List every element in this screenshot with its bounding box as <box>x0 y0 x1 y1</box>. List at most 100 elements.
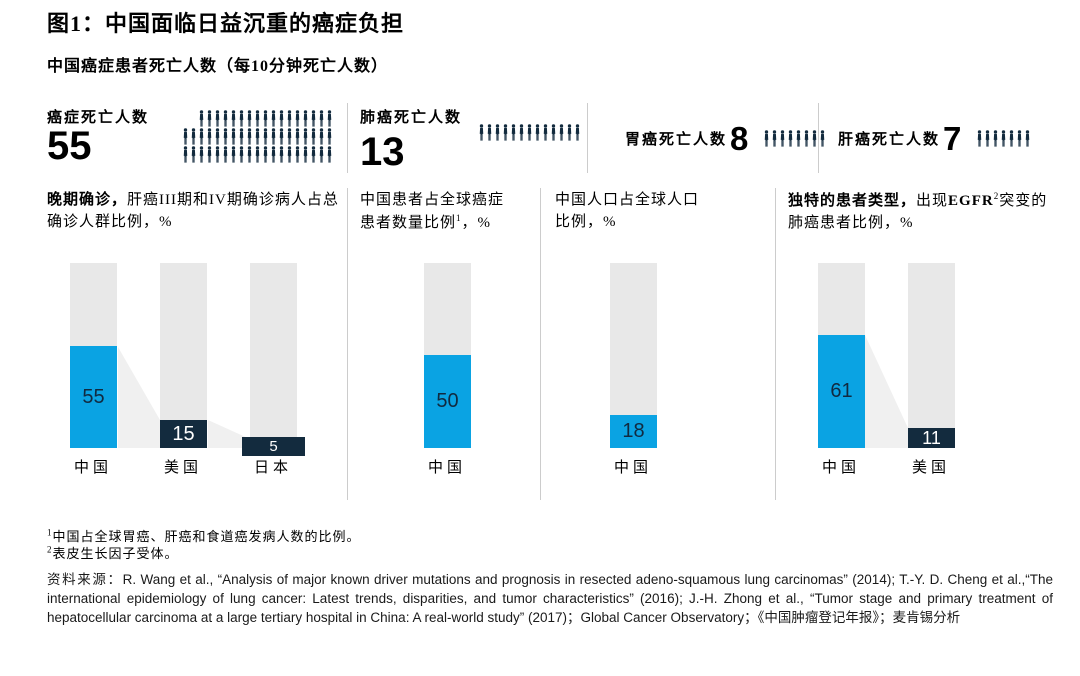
bar-china: 50 <box>424 355 471 448</box>
slope-connector-egfr <box>865 335 908 448</box>
person-icon <box>992 130 999 147</box>
bar-column-us-late: 15 <box>160 263 207 448</box>
person-icon <box>214 146 221 163</box>
person-icon-row <box>181 146 333 163</box>
person-icon <box>771 130 778 147</box>
person-icon <box>198 110 205 127</box>
person-icon <box>286 110 293 127</box>
person-icon <box>286 146 293 163</box>
person-icon <box>310 128 317 145</box>
person-icon <box>976 130 983 147</box>
person-icon <box>1024 130 1031 147</box>
person-icon <box>518 124 525 141</box>
bar-value: 18 <box>622 420 645 442</box>
chart-divider-3 <box>775 188 776 500</box>
person-icon <box>206 110 213 127</box>
person-icon <box>819 130 826 147</box>
stats-divider-1 <box>347 103 348 173</box>
bar-value: 15 <box>172 422 195 445</box>
source-note: 资料来源：R. Wang et al., “Analysis of major … <box>47 571 1053 628</box>
person-icon <box>230 128 237 145</box>
person-icon <box>811 130 818 147</box>
stat-label-cancer-deaths: 癌症死亡人数 <box>47 110 150 126</box>
person-icon <box>230 110 237 127</box>
stat-card-stomach: 胃癌死亡人数 8 <box>625 112 826 164</box>
person-icon <box>574 124 581 141</box>
person-icons-lung <box>477 124 581 141</box>
stat-card-liver: 肝癌死亡人数 7 <box>838 112 1031 164</box>
bar-column-china-egfr: 61 <box>818 263 865 448</box>
person-icon <box>318 146 325 163</box>
person-icon <box>326 110 333 127</box>
person-icon <box>214 128 221 145</box>
person-icon <box>230 146 237 163</box>
stat-label-liver-deaths: 肝癌死亡人数 <box>838 131 941 148</box>
person-icon <box>246 128 253 145</box>
person-icon-row <box>975 130 1031 147</box>
bar-value: 11 <box>922 427 941 448</box>
person-icon-row <box>181 128 333 145</box>
person-icon <box>558 124 565 141</box>
person-icon <box>310 146 317 163</box>
slope-connector-china-us <box>118 347 160 448</box>
person-icon <box>542 124 549 141</box>
person-icon <box>526 124 533 141</box>
person-icons-stomach <box>762 130 826 147</box>
chart-title-late-diagnosis: 晚期确诊，肝癌III期和IV期确诊病人占总确诊人群比例，% <box>47 190 349 234</box>
person-icon <box>803 130 810 147</box>
person-icon-row <box>762 130 826 147</box>
bar-value: 50 <box>436 390 459 412</box>
person-icon <box>198 128 205 145</box>
person-icon <box>254 128 261 145</box>
stat-value-liver-deaths: 7 <box>943 119 962 157</box>
bar-value: 5 <box>269 438 278 455</box>
person-icon <box>984 130 991 147</box>
stat-value-lung-deaths: 13 <box>360 130 405 174</box>
person-icons-cancer <box>181 110 333 163</box>
chart-title-main: 中国人口占全球人口比例，% <box>555 192 700 230</box>
person-icon <box>198 146 205 163</box>
person-icon <box>502 124 509 141</box>
person-icon <box>486 124 493 141</box>
person-icon <box>278 110 285 127</box>
person-icon <box>270 110 277 127</box>
person-icon <box>310 110 317 127</box>
person-icon <box>254 146 261 163</box>
person-icon <box>206 128 213 145</box>
person-icon <box>1000 130 1007 147</box>
bar-us: 11 <box>908 428 955 448</box>
stat-value-stomach-deaths: 8 <box>730 119 749 157</box>
person-icon <box>1016 130 1023 147</box>
bar-china: 18 <box>610 415 657 448</box>
person-icon <box>318 128 325 145</box>
bar-value: 61 <box>830 380 853 402</box>
chart-title-global-population: 中国人口占全球人口比例，% <box>555 190 705 234</box>
person-icon <box>763 130 770 147</box>
person-icon <box>318 110 325 127</box>
person-icon <box>238 110 245 127</box>
chart-title-bold: 晚期确诊， <box>47 192 128 208</box>
person-icon <box>1008 130 1015 147</box>
person-icon <box>182 128 189 145</box>
axis-label-us: 美国 <box>911 460 950 476</box>
egfr-label: EGFR <box>948 193 994 209</box>
chart-divider-1 <box>347 188 348 500</box>
chart-title-egfr: 独特的患者类型，出现EGFR2突变的肺癌患者比例，% <box>788 190 1056 235</box>
footnote-sup: 1 <box>47 527 53 538</box>
bar-china: 61 <box>818 335 865 448</box>
axis-label-china: 中国 <box>73 460 112 476</box>
bar-column-china-global-patients: 50 <box>424 263 471 448</box>
footnote-ref-1: 1 <box>456 212 462 223</box>
person-icon <box>326 146 333 163</box>
person-icon <box>795 130 802 147</box>
person-icon <box>262 128 269 145</box>
axis-label-china: 中国 <box>427 460 466 476</box>
person-icon-row <box>477 124 581 141</box>
person-icon <box>326 128 333 145</box>
person-icon <box>302 128 309 145</box>
footnote-text: 表皮生长因子受体。 <box>52 546 179 561</box>
stats-divider-3 <box>818 103 819 173</box>
chart-title-rest: 肝癌III期和IV期确诊病人占总确诊人群比例，% <box>47 192 339 230</box>
person-icon <box>286 128 293 145</box>
stat-label-stomach-deaths: 胃癌死亡人数 <box>625 131 728 148</box>
